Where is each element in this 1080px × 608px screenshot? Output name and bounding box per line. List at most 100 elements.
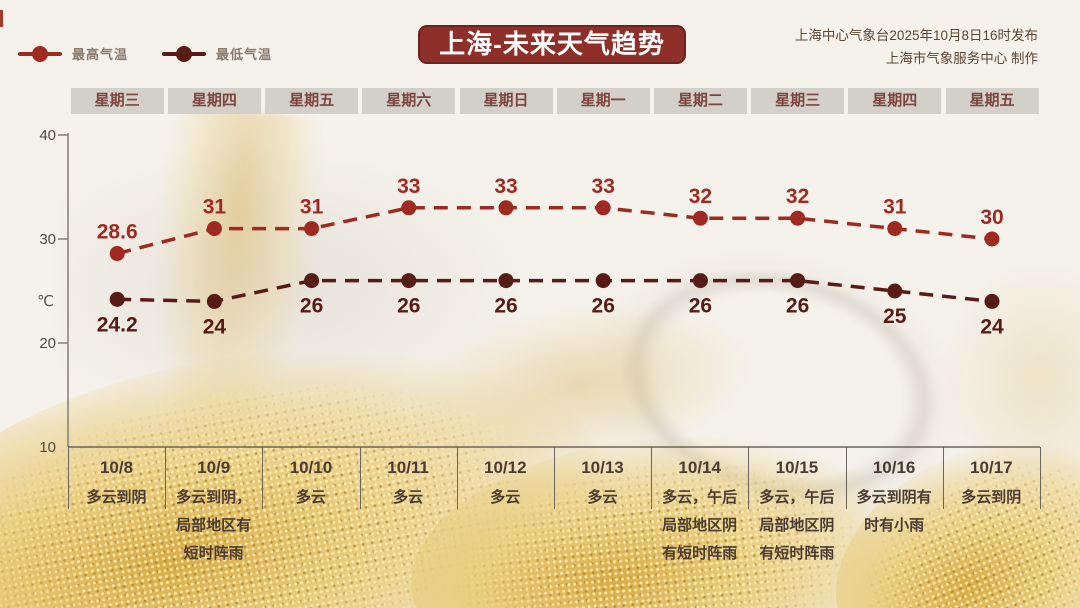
legend: 最高气温 最低气温 [18,44,272,63]
weekday-header-8: 星期三 [751,88,845,114]
forecast-cell-10-10: 10/10 多云 [262,449,359,512]
page-title: 上海-未来天气趋势 [418,25,686,64]
forecast-weather: 多云 [554,484,651,512]
min-temp-label: 26 [689,295,712,318]
edge-red-mark [0,10,3,27]
min-temp-label: 26 [300,295,323,318]
max-temp-label: 32 [786,185,809,208]
min-temp-point [206,293,222,309]
forecast-weather-line: 多云 [393,489,424,506]
min-temp-label: 24 [203,315,227,338]
forecast-weather-line: 多云 [295,489,326,506]
max-temp-point [206,221,222,237]
forecast-cell-10-11: 10/11 多云 [360,449,457,512]
forecast-weather: 多云 [262,484,359,512]
max-temp-point [984,231,1000,247]
max-temp-label: 30 [980,206,1003,229]
max-temp-dot-icon [32,45,48,62]
forecast-cell-10-9: 10/9 多云到阴， 局部地区有 短时阵雨 [165,449,262,568]
forecast-weather-line: 时有小雨 [864,517,925,534]
forecast-date: 10/17 [970,458,1013,477]
min-temp-point [887,283,903,299]
weekday-header-4: 星期六 [362,88,456,114]
min-temp-label: 26 [494,295,517,318]
forecast-cell-10-15: 10/15 多云，午后 局部地区阴 有短时阵雨 [748,449,845,568]
legend-item-max: 最高气温 [18,44,128,63]
forecast-weather: 多云，午后局部地区阴有短时阵雨 [651,484,748,568]
forecast-weather: 多云到阴有 时有小雨 [846,484,943,540]
forecast-date: 10/12 [484,458,527,477]
forecast-weather: 多云，午后局部地区阴有短时阵雨 [748,484,845,568]
min-temp-label: 26 [397,295,420,318]
forecast-weather: 多云 [457,484,554,512]
max-temp-point [109,246,125,262]
max-temp-point [887,221,903,237]
weekday-header-9: 星期四 [848,88,942,114]
max-temp-label: 28.6 [97,221,138,244]
max-temp-point [692,210,708,226]
forecast-weather-line: 多云，午后 [662,489,738,506]
min-temp-label: 24.2 [97,313,138,336]
min-temp-label: 26 [786,295,809,318]
min-temp-line-sample [162,45,207,62]
y-tick-label-30: 30 [39,231,56,248]
forecast-weather-line: 多云到阴有 [856,489,932,506]
forecast-cell-10-16: 10/16 多云到阴有时有小雨 [846,449,943,540]
forecast-weather: 多云到阴 [943,484,1040,512]
forecast-weather-line: 有短时阵雨 [759,545,835,562]
max-temp-label: 31 [300,196,324,219]
forecast-date: 10/9 [197,458,231,477]
min-temp-point [595,273,611,289]
max-temp-label: 32 [689,185,712,208]
legend-label-min: 最低气温 [216,47,273,62]
forecast-weather-line: 有短时阵雨 [662,545,738,562]
max-temp-point [304,221,320,237]
legend-label-max: 最高气温 [72,47,129,62]
min-temp-point [304,273,320,289]
min-temp-dot-icon [176,45,193,62]
issue-info-line1: 上海中心气象台2025年10月8日16时发布 [794,28,1038,43]
forecast-date: 10/14 [678,458,721,477]
forecast-weather-line: 局部地区阴 [759,517,835,534]
min-temp-label: 25 [883,305,907,328]
min-temp-label: 26 [592,295,615,318]
forecast-weather-line: 多云到阴 [86,489,147,506]
column-divider [1040,447,1041,509]
forecast-date: 10/13 [581,458,624,477]
max-temp-label: 31 [883,196,907,219]
forecast-cell-10-17: 10/17 多云到阴 [943,449,1040,512]
forecast-weather-line: 多云到阴， [176,489,252,506]
forecast-weather: 多云到阴， 局部地区有 短时阵雨 [165,484,262,568]
max-temp-point [790,210,806,226]
weekday-header-5: 星期日 [459,88,553,114]
legend-item-min: 最低气温 [162,44,272,63]
forecast-weather-line: 多云，午后 [759,489,835,506]
min-temp-point [790,273,806,289]
forecast-cell-10-12: 10/12 多云 [457,449,554,512]
weekday-header-3: 星期五 [265,88,359,114]
forecast-weather-line: 短时阵雨 [183,545,244,562]
min-temp-point [401,273,417,289]
weekday-header-10: 星期五 [945,88,1039,114]
max-temp-label: 31 [203,196,227,219]
forecast-cell-10-8: 10/8 多云到阴 [68,449,165,512]
weekday-header-7: 星期二 [653,88,747,114]
forecast-date: 10/11 [387,458,429,477]
forecast-cell-10-13: 10/13 多云 [554,449,651,512]
max-temp-point [401,200,417,216]
forecast-weather-line: 局部地区阴 [662,517,738,534]
forecast-cell-10-14: 10/14 多云，午后局部地区阴有短时阵雨 [651,449,748,568]
max-temp-label: 33 [397,175,420,198]
max-temp-series-line [116,206,993,256]
forecast-date: 10/16 [872,458,916,477]
max-temp-line-sample [18,45,62,62]
forecast-weather: 多云 [360,484,457,512]
forecast-weather-line: 多云 [587,489,618,506]
min-temp-point [498,273,514,289]
min-temp-point [109,291,125,307]
min-temp-point [692,273,708,289]
issue-info-line2: 上海市气象服务中心 制作 [885,51,1038,66]
min-temp-label: 24 [980,315,1004,338]
max-temp-point [595,200,611,216]
